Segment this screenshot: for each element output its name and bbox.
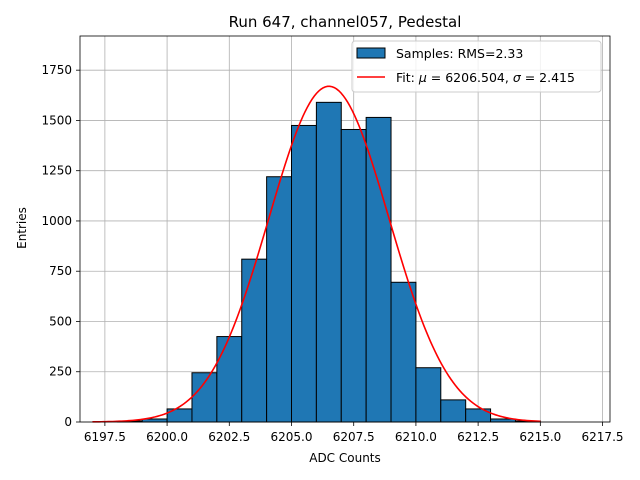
legend-label-fit: Fit: μ = 6206.504, σ = 2.415 — [396, 70, 575, 85]
x-tick-label: 6217.5 — [582, 430, 624, 444]
x-tick-label: 6215.0 — [519, 430, 561, 444]
histogram-bar — [216, 336, 243, 423]
x-tick-label: 6210.0 — [395, 430, 437, 444]
histogram-bar — [291, 124, 317, 423]
legend-swatch-samples — [356, 47, 386, 59]
y-tick-label: 250 — [49, 365, 72, 379]
y-axis-label: Entries — [15, 207, 29, 249]
plot-frame — [79, 35, 611, 423]
y-tick-label: 750 — [49, 264, 72, 278]
histogram-bar — [340, 128, 367, 423]
histogram-bar — [266, 176, 293, 423]
histogram-bars — [116, 101, 541, 423]
histogram-bar — [191, 372, 218, 423]
legend: Samples: RMS=2.33 Fit: μ = 6206.504, σ =… — [351, 40, 602, 93]
histogram-bar — [390, 281, 417, 423]
x-tick-label: 6200.0 — [146, 430, 188, 444]
legend-box — [351, 40, 602, 93]
y-tick-label: 1250 — [41, 164, 72, 178]
histogram-bar — [365, 116, 392, 423]
y-tick-label: 1750 — [41, 63, 72, 77]
x-axis-label: ADC Counts — [309, 451, 381, 465]
x-tick-label: 6197.5 — [84, 430, 126, 444]
y-tick-label: 1000 — [41, 214, 72, 228]
x-axis-ticks: 6197.5 6200.0 6202.5 6205.0 6207.5 6210.0 6212… — [84, 422, 624, 444]
gaussian-fit — [92, 85, 541, 423]
y-tick-label: 1500 — [41, 113, 72, 127]
y-tick-label: 500 — [49, 314, 72, 328]
histogram-bar — [415, 367, 442, 423]
histogram-bar — [315, 101, 342, 423]
x-tick-label: 6202.5 — [208, 430, 250, 444]
y-axis-ticks: 0 250 500 750 1000 1250 1500 1750 — [41, 63, 80, 429]
fit-curve — [92, 85, 541, 423]
x-tick-label: 6205.0 — [271, 430, 313, 444]
x-tick-label: 6212.5 — [457, 430, 499, 444]
histogram-bar — [440, 399, 467, 423]
x-tick-label: 6207.5 — [333, 430, 375, 444]
chart-title: Run 647, channel057, Pedestal — [229, 13, 462, 31]
y-tick-label: 0 — [64, 415, 72, 429]
histogram-bar — [241, 258, 268, 423]
legend-label-samples: Samples: RMS=2.33 — [396, 46, 523, 61]
